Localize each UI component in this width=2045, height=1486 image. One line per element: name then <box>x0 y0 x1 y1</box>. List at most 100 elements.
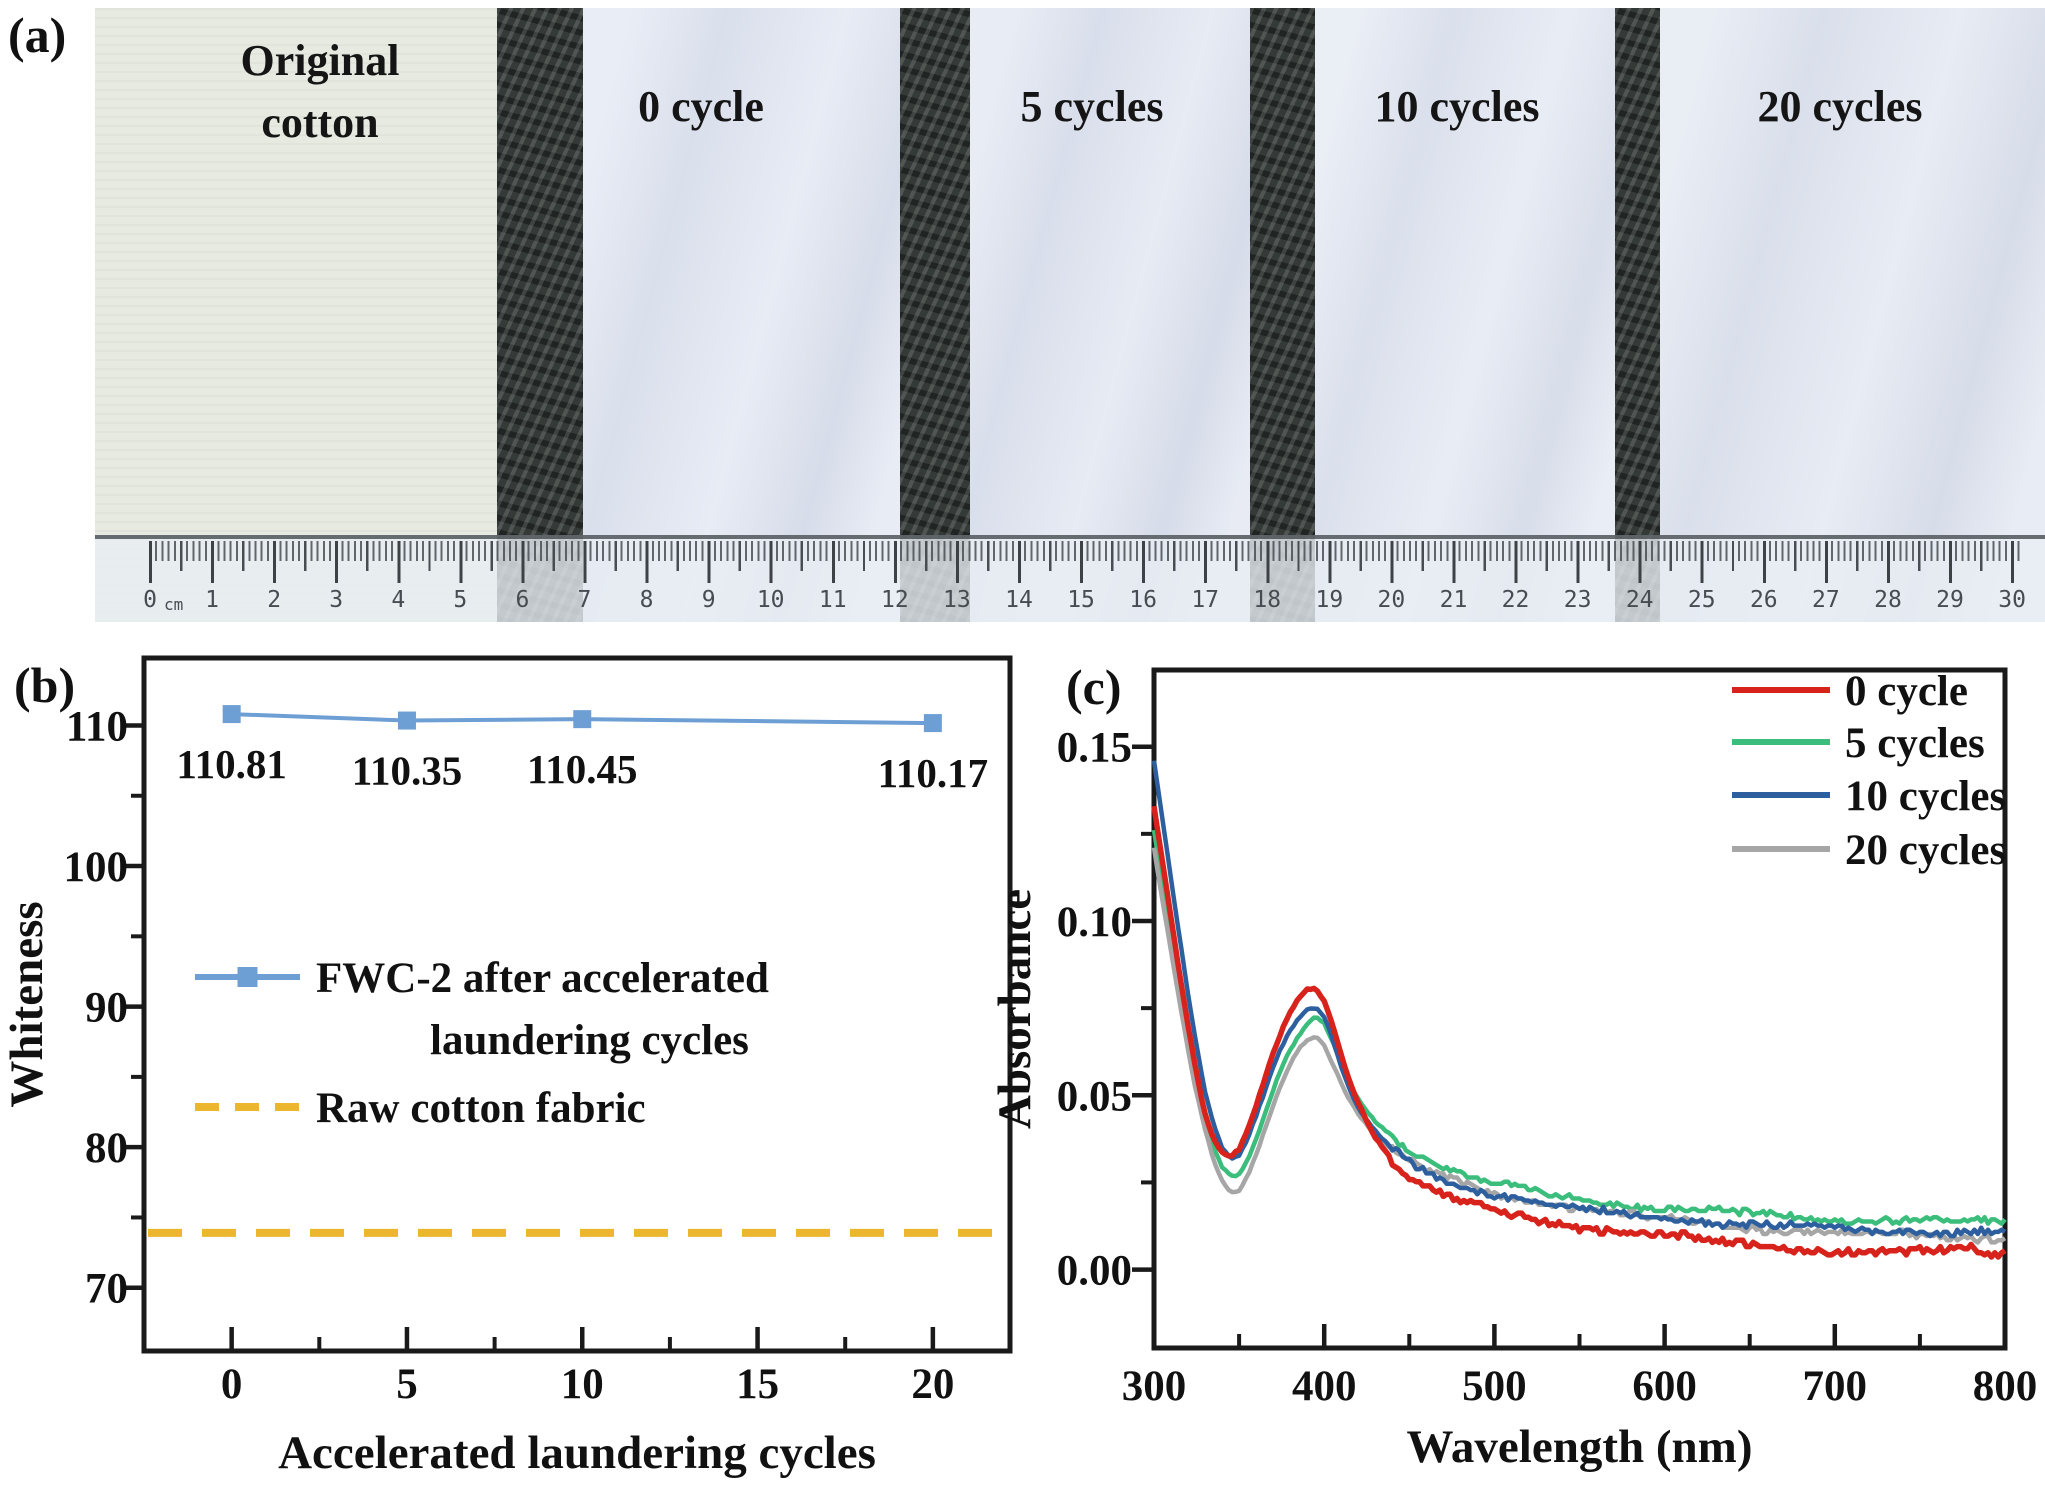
ruler-number: 30 <box>1998 587 2026 613</box>
fabric-swatch-label: 20 cycles <box>1757 82 1923 131</box>
y-axis-title: Absorbance <box>990 889 1041 1129</box>
fabric-swatch-original-cotton: Original cotton <box>95 8 497 622</box>
ruler-number: 4 <box>391 587 406 613</box>
backdrop-gap-4 <box>1615 8 1660 622</box>
legend-label: 5 cycles <box>1845 720 1985 767</box>
x-tick-label: 300 <box>1122 1363 1187 1410</box>
ruler-number: 29 <box>1936 587 1964 613</box>
x-tick-label: 20 <box>911 1361 954 1408</box>
ruler: 0 1 2 3 4 5 6 7 8 9 10 11 12 13 14 15 16 17 18 19 20 21 22 23 24… <box>95 535 2045 622</box>
series-line-10-cycles <box>1151 760 2007 1239</box>
y-axis-title: Whiteness <box>1 901 53 1107</box>
ruler-number: 1 <box>205 587 219 613</box>
ruler-number: 23 <box>1563 587 1592 613</box>
y-tick-label: 70 <box>85 1266 128 1313</box>
plot-frame <box>1151 667 2008 1351</box>
x-tick-label: 5 <box>396 1361 418 1408</box>
ruler-ticks <box>149 541 2029 585</box>
ruler-number: 9 <box>701 587 716 613</box>
fabric-swatch-label: 0 cycle <box>638 82 764 131</box>
fabric-swatch-cycle-0: 0 cycle <box>583 8 900 622</box>
ruler-number: 3 <box>329 587 344 613</box>
ruler-number: 8 <box>639 587 654 613</box>
x-tick-label: 700 <box>1803 1363 1868 1410</box>
point-value-label: 110.35 <box>352 748 463 794</box>
point-value-label: 110.81 <box>176 741 287 787</box>
point-value-label: 110.45 <box>527 746 638 792</box>
legend-label: FWC-2 after accelerated <box>316 955 769 1002</box>
ruler-number: 13 <box>943 587 971 613</box>
ruler-number: 19 <box>1315 587 1344 613</box>
fabric-swatch-label: Original cotton <box>240 36 400 147</box>
ruler-number: 2 <box>267 587 282 613</box>
ruler-number: 5 <box>453 587 468 613</box>
x-axis-title: Accelerated laundering cycles <box>278 1427 876 1479</box>
ruler-number: 26 <box>1749 587 1778 613</box>
fabric-photo: Original cotton 0 cycle 5 cycles 10 cycles 20… <box>95 8 2045 622</box>
backdrop-gap-1 <box>497 8 583 622</box>
absorbance-chart: 300 400 500 600 700 800 0.00 0.05 0.10 0.15 0 cycl… <box>990 659 2038 1473</box>
ruler-unit-label: cm <box>164 595 184 614</box>
ruler-number: 11 <box>818 587 847 613</box>
y-tick-label: 0.00 <box>1057 1248 1132 1295</box>
ruler-number: 20 <box>1377 587 1406 613</box>
ruler-number: 21 <box>1439 587 1468 613</box>
ruler-number: 25 <box>1687 587 1716 613</box>
x-tick-label: 0 <box>221 1361 243 1408</box>
x-tick-label: 10 <box>561 1361 604 1408</box>
ruler-number: 17 <box>1191 587 1220 613</box>
y-tick-label: 80 <box>85 1125 128 1172</box>
series-marker <box>573 710 592 729</box>
y-tick-label: 0.05 <box>1057 1073 1132 1120</box>
ruler-number: 0 <box>143 587 157 613</box>
fabric-swatch-label: 5 cycles <box>1020 82 1164 131</box>
ruler-number: 15 <box>1067 587 1095 613</box>
series-line-FWC-2-after-accelerated-laundering-cycles <box>231 712 933 726</box>
series-line-5-cycles <box>1151 829 2007 1226</box>
fabric-swatch-label: 10 cycles <box>1374 82 1540 131</box>
series-marker <box>397 711 416 730</box>
legend-label: laundering cycles <box>430 1017 749 1064</box>
legend-marker <box>237 967 258 987</box>
panel-tag: (c) <box>1066 659 1122 715</box>
legend-label: 10 cycles <box>1845 773 2006 820</box>
point-value-label: 110.17 <box>878 750 989 796</box>
x-tick-label: 600 <box>1632 1363 1697 1410</box>
ruler-number: 16 <box>1129 587 1157 613</box>
x-tick-label: 400 <box>1292 1363 1357 1410</box>
y-tick-label: 0.10 <box>1057 899 1132 946</box>
ruler-number: 24 <box>1625 587 1654 613</box>
ruler-number: 14 <box>1005 587 1033 613</box>
x-tick-label: 500 <box>1462 1363 1527 1410</box>
legend-label: Raw cotton fabric <box>316 1085 646 1132</box>
x-axis-title: Wavelength (nm) <box>1407 1421 1753 1473</box>
y-tick-label: 0.15 <box>1057 725 1132 772</box>
ruler-number: 10 <box>756 587 785 613</box>
panel-a-tag: (a) <box>8 7 67 63</box>
y-tick-label: 90 <box>85 985 128 1032</box>
ruler-number: 28 <box>1874 587 1902 613</box>
series-line-0-cycle <box>1151 805 2007 1260</box>
ruler-number: 27 <box>1812 587 1840 613</box>
backdrop-gap-3 <box>1250 8 1315 622</box>
panel-tag: (b) <box>14 657 75 713</box>
y-tick-label: 100 <box>64 844 129 891</box>
fabric-swatch-cycles-10: 10 cycles <box>1315 8 1615 622</box>
x-tick-label: 15 <box>736 1361 779 1408</box>
ruler-number: 22 <box>1501 587 1530 613</box>
whiteness-chart: 0 5 10 15 20 70 80 90 100 110 110.81 110.35 110.45 11… <box>1 655 1013 1479</box>
fabric-swatch-cycles-20: 20 cycles <box>1660 8 2045 622</box>
series-marker <box>222 705 241 724</box>
x-tick-label: 800 <box>1973 1363 2038 1410</box>
ruler-number: 6 <box>515 587 530 613</box>
fabric-swatch-cycles-5: 5 cycles <box>970 8 1250 622</box>
ruler-number: 18 <box>1253 587 1282 613</box>
legend-label: 20 cycles <box>1845 827 2006 874</box>
legend-label: 0 cycle <box>1845 668 1968 715</box>
series-marker <box>923 714 942 733</box>
y-tick-label: 110 <box>66 703 128 750</box>
ruler-number: 12 <box>880 587 909 613</box>
ruler-number: 7 <box>577 587 592 613</box>
backdrop-gap-2 <box>900 8 970 622</box>
